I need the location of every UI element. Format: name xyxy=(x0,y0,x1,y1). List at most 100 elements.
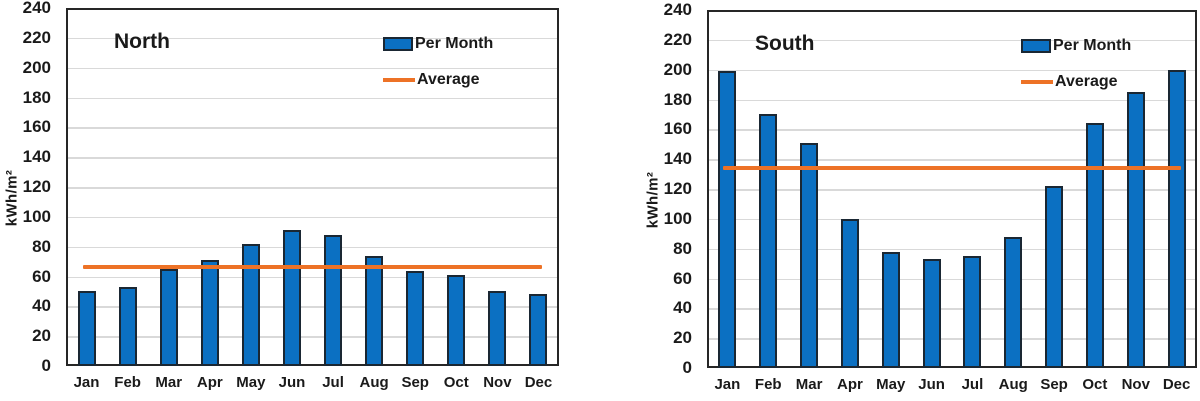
bar-feb xyxy=(118,286,137,366)
bar-mar xyxy=(159,269,178,366)
x-tick-label-apr: Apr xyxy=(836,376,863,393)
legend-label-average: Average xyxy=(417,71,480,88)
per-month-swatch-icon xyxy=(1021,39,1051,53)
bar-jan xyxy=(718,71,737,368)
gridline-y20 xyxy=(707,338,1197,340)
y-tick-label: 20 xyxy=(673,328,692,348)
y-tick-label: 160 xyxy=(22,117,51,137)
y-tick-label: 180 xyxy=(22,87,51,107)
y-tick-label: 240 xyxy=(22,0,51,17)
y-tick-label: 240 xyxy=(663,0,692,19)
average-line xyxy=(82,264,543,269)
y-tick-label: 120 xyxy=(663,179,692,198)
legend-north: Per Month Average xyxy=(383,35,493,107)
x-tick-label-jul: Jul xyxy=(322,374,344,391)
gridline-y40 xyxy=(707,308,1197,310)
x-tick-label-dec: Dec xyxy=(524,374,553,391)
bar-apr xyxy=(840,218,859,368)
bar-oct xyxy=(1085,123,1104,368)
chart-title-south: South xyxy=(755,32,815,55)
bar-jan xyxy=(77,291,96,366)
legend-label-per-month: Per Month xyxy=(1053,37,1132,54)
legend-item-per-month: Per Month xyxy=(1021,37,1131,55)
y-tick-label: 220 xyxy=(22,27,51,47)
x-tick-label-dec: Dec xyxy=(1162,376,1191,393)
per-month-swatch-icon xyxy=(383,37,413,51)
x-tick-label-feb: Feb xyxy=(114,374,141,391)
gridline-y180 xyxy=(66,97,559,99)
x-tick-label-sep: Sep xyxy=(401,374,429,391)
bar-dec xyxy=(529,294,548,366)
y-tick-label: 20 xyxy=(32,326,51,346)
gridline-y140 xyxy=(66,157,559,159)
gridline-y40 xyxy=(66,306,559,308)
gridline-y200 xyxy=(66,67,559,70)
bar-aug xyxy=(1004,236,1023,368)
x-tick-label-sep: Sep xyxy=(1040,376,1068,393)
gridline-y140 xyxy=(707,159,1197,161)
gridline-y80 xyxy=(66,246,559,249)
gridline-y100 xyxy=(66,216,559,219)
y-tick-label: 0 xyxy=(682,358,692,377)
average-line-swatch-icon xyxy=(383,78,415,82)
bar-dec xyxy=(1167,69,1186,368)
legend-item-per-month: Per Month xyxy=(383,35,493,53)
gridline-y80 xyxy=(707,248,1197,251)
bar-jun xyxy=(282,230,301,366)
gridline-y120 xyxy=(707,189,1197,191)
x-tick-label-mar: Mar xyxy=(155,374,183,391)
gridline-y60 xyxy=(707,278,1197,280)
y-tick-label: 60 xyxy=(32,266,51,286)
y-tick-label: 160 xyxy=(663,119,692,139)
plot-area-south xyxy=(707,10,1197,368)
bar-nov xyxy=(488,291,507,366)
bar-sep xyxy=(1045,186,1064,368)
x-tick-label-nov: Nov xyxy=(483,374,512,391)
x-tick-label-feb: Feb xyxy=(754,376,782,393)
average-line xyxy=(723,166,1181,171)
average-line-swatch-icon xyxy=(1021,80,1053,84)
gridline-y100 xyxy=(707,218,1197,221)
bar-may xyxy=(241,243,260,366)
x-tick-label-aug: Aug xyxy=(998,376,1028,393)
legend-item-average: Average xyxy=(383,71,493,89)
gridline-y220 xyxy=(66,37,559,40)
y-tick-label: 40 xyxy=(32,296,51,316)
y-tick-label: 220 xyxy=(663,29,692,49)
legend-label-per-month: Per Month xyxy=(415,35,494,52)
y-tick-label: 80 xyxy=(673,238,692,258)
y-tick-label: 200 xyxy=(22,57,51,77)
plot-area-north xyxy=(66,8,559,366)
bar-may xyxy=(881,251,900,368)
x-tick-label-oct: Oct xyxy=(1082,376,1108,393)
bar-feb xyxy=(759,114,778,368)
bar-jul xyxy=(324,234,343,366)
x-tick-label-may: May xyxy=(236,374,266,391)
bar-jul xyxy=(963,256,982,368)
x-tick-label-may: May xyxy=(876,376,906,393)
bar-sep xyxy=(406,270,425,366)
x-tick-label-oct: Oct xyxy=(443,374,469,391)
bar-oct xyxy=(447,275,466,366)
legend-item-average: Average xyxy=(1021,73,1131,91)
x-tick-label-apr: Apr xyxy=(196,374,223,391)
gridline-y220 xyxy=(707,39,1197,42)
y-tick-label: 140 xyxy=(22,147,51,167)
y-tick-label: 0 xyxy=(41,356,51,375)
y-tick-label: 200 xyxy=(663,59,692,79)
y-tick-label: 60 xyxy=(673,268,692,288)
gridline-y200 xyxy=(707,69,1197,72)
bar-jun xyxy=(922,259,941,368)
y-tick-label: 100 xyxy=(663,208,692,228)
x-tick-label-jul: Jul xyxy=(961,376,984,393)
bar-aug xyxy=(365,255,384,366)
x-tick-label-mar: Mar xyxy=(795,376,823,393)
gridline-y160 xyxy=(707,129,1197,131)
y-tick-label: 180 xyxy=(663,89,692,109)
x-tick-label-nov: Nov xyxy=(1121,376,1150,393)
y-tick-label: 120 xyxy=(22,177,51,196)
bar-nov xyxy=(1126,92,1145,368)
bar-mar xyxy=(800,142,819,368)
